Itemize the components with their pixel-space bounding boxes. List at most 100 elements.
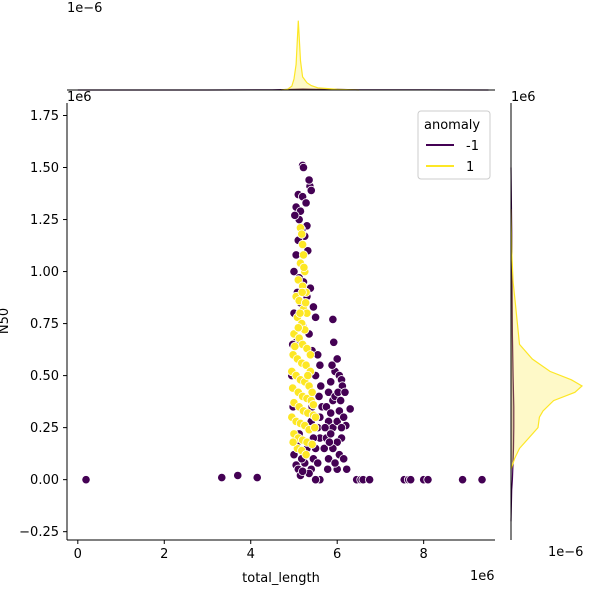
y-offset-label: 1e6 xyxy=(67,90,92,105)
scatter-point-anomaly-neg1 xyxy=(314,391,324,402)
y-tick-label: 0.50 xyxy=(30,369,59,384)
scatter-point-anomaly-neg1 xyxy=(326,429,336,439)
scatter-point-anomaly-neg1 xyxy=(81,475,91,485)
top-marginal-curve-1 xyxy=(280,20,359,91)
scatter-point-anomaly-neg1 xyxy=(323,387,334,397)
scatter-point-anomaly-neg1 xyxy=(326,408,336,418)
scatter-point-anomaly-neg1 xyxy=(306,185,316,195)
right-marginal-curve-1 xyxy=(510,209,584,470)
scatter-point-anomaly-neg1 xyxy=(217,472,227,483)
scatter-point-anomaly-1 xyxy=(297,229,307,239)
scatter-point-anomaly-1 xyxy=(297,287,307,297)
scatter-point-anomaly-neg1 xyxy=(477,475,487,485)
scatter-point-anomaly-neg1 xyxy=(342,464,352,474)
legend-label-1: 1 xyxy=(466,160,474,175)
scatter-point-anomaly-neg1 xyxy=(329,337,339,347)
scatter-point-anomaly-neg1 xyxy=(336,423,347,433)
scatter-point-anomaly-neg1 xyxy=(324,437,335,447)
x-tick-label: 2 xyxy=(160,547,168,562)
scatter-point-anomaly-1 xyxy=(298,239,308,250)
top-marginal-offset-label: 1e−6 xyxy=(67,1,102,16)
top-marginal-plot: 1e−6 xyxy=(67,1,495,91)
scatter-point-anomaly-neg1 xyxy=(345,404,355,414)
scatter-point-anomaly-1 xyxy=(288,437,298,447)
scatter-point-anomaly-neg1 xyxy=(365,475,375,485)
right-marginal-plot: 1e6 1e−6 xyxy=(510,90,584,560)
x-tick-label: 4 xyxy=(247,547,255,562)
legend-label-neg1: -1 xyxy=(466,139,479,154)
x-axis-label: total_length xyxy=(242,571,320,586)
x-tick-label: 0 xyxy=(74,547,82,562)
scatter-point-anomaly-neg1 xyxy=(406,475,416,485)
scatter-point-anomaly-neg1 xyxy=(298,162,309,173)
scatter-point-anomaly-1 xyxy=(308,400,319,410)
right-marginal-curve-neg1 xyxy=(510,167,515,522)
y-tick-label: 1.75 xyxy=(30,109,59,124)
x-offset-label: 1e6 xyxy=(470,569,495,584)
y-tick-label: −0.25 xyxy=(19,525,59,540)
scatter-point-anomaly-neg1 xyxy=(289,266,299,277)
scatter-point-anomaly-neg1 xyxy=(330,458,340,468)
scatter-point-anomaly-1 xyxy=(301,450,311,460)
scatter-point-anomaly-neg1 xyxy=(313,458,323,468)
scatter-point-anomaly-1 xyxy=(303,371,313,381)
scatter-point-anomaly-neg1 xyxy=(233,470,243,481)
y-tick-label: 0.25 xyxy=(30,421,59,436)
scatter-point-anomaly-1 xyxy=(307,387,317,397)
scatter-point-anomaly-1 xyxy=(295,308,305,318)
y-axis-label: N50 xyxy=(0,308,12,334)
scatter-point-anomaly-1 xyxy=(301,298,311,308)
scatter-point-anomaly-neg1 xyxy=(301,198,311,208)
scatter-point-anomaly-neg1 xyxy=(310,312,321,322)
scatter-point-anomaly-neg1 xyxy=(328,314,338,325)
right-marginal-fill-1 xyxy=(511,209,582,470)
y-axis-ticks: −0.25 0.00 0.25 0.50 0.75 1.00 1.25 1.50 1.75 xyxy=(19,109,67,540)
scatter-point-anomaly-1 xyxy=(301,360,311,370)
scatter-point-anomaly-1 xyxy=(310,423,320,433)
scatter-point-anomaly-1 xyxy=(310,412,321,422)
y-tick-label: 1.00 xyxy=(30,265,59,280)
x-tick-label: 8 xyxy=(420,547,428,562)
scatter-point-anomaly-neg1 xyxy=(423,475,433,485)
scatter-point-anomaly-neg1 xyxy=(304,175,314,185)
scatter-point-anomaly-neg1 xyxy=(326,377,336,387)
y-tick-label: 0.75 xyxy=(30,317,59,332)
scatter-point-anomaly-neg1 xyxy=(310,475,321,485)
scatter-point-anomaly-1 xyxy=(293,275,303,285)
legend-title: anomaly xyxy=(424,118,480,133)
scatter-point-anomaly-1 xyxy=(293,323,303,333)
x-axis-ticks: 0 2 4 6 8 xyxy=(74,540,428,562)
y-tick-label: 1.50 xyxy=(30,161,59,176)
scatter-point-anomaly-neg1 xyxy=(290,210,300,220)
scatter-point-anomaly-neg1 xyxy=(252,472,262,483)
scatter-point-anomaly-1 xyxy=(307,439,317,449)
scatter-point-anomaly-neg1 xyxy=(339,454,349,464)
scatter-point-anomaly-neg1 xyxy=(332,354,342,364)
scatter-point-anomaly-neg1 xyxy=(308,302,319,312)
scatter-point-anomaly-neg1 xyxy=(323,454,334,464)
top-marginal-fill-1 xyxy=(281,20,359,91)
scatter-point-anomaly-neg1 xyxy=(316,381,326,391)
x-tick-label: 6 xyxy=(333,547,341,562)
y-tick-label: 0.00 xyxy=(30,473,59,488)
scatter-point-anomaly-neg1 xyxy=(319,443,329,454)
scatter-point-anomaly-neg1 xyxy=(315,360,325,370)
scatter-point-anomaly-neg1 xyxy=(298,466,308,476)
scatter-point-anomaly-neg1 xyxy=(336,395,346,406)
scatter-point-anomaly-1 xyxy=(298,250,309,260)
y-tick-label: 1.25 xyxy=(30,213,59,228)
scatter-point-anomaly-1 xyxy=(305,350,315,360)
scatter-point-anomaly-1 xyxy=(299,262,309,272)
scatter-point-anomaly-neg1 xyxy=(320,423,330,433)
right-marginal-offset-label: 1e−6 xyxy=(548,545,583,560)
scatter-point-anomaly-neg1 xyxy=(321,402,331,412)
scatter-point-anomaly-neg1 xyxy=(327,360,337,370)
scatter-point-anomaly-neg1 xyxy=(339,412,349,422)
scatter-points xyxy=(81,160,487,485)
main-plot: 0 2 4 6 8 −0.25 0.00 0.25 0.50 0.75 1.00 1.25 1.50 1… xyxy=(0,90,495,586)
right-marginal-top-offset-label: 1e6 xyxy=(511,90,536,105)
legend: anomaly -1 1 xyxy=(417,110,491,180)
scatter-point-anomaly-neg1 xyxy=(323,464,333,474)
scatter-point-anomaly-neg1 xyxy=(332,416,342,426)
